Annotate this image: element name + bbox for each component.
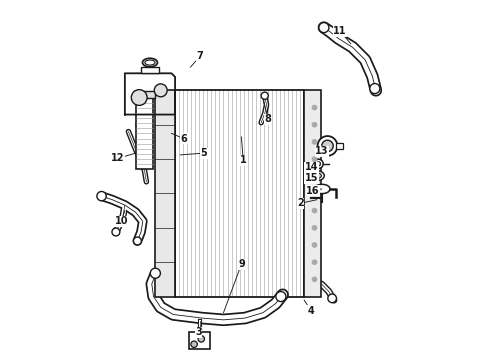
- Bar: [134, 91, 155, 98]
- Bar: [155, 90, 175, 297]
- Bar: [190, 332, 210, 349]
- Text: 14: 14: [305, 162, 318, 172]
- Circle shape: [97, 192, 106, 201]
- Circle shape: [312, 243, 317, 247]
- Ellipse shape: [318, 136, 337, 156]
- Circle shape: [191, 341, 197, 347]
- Ellipse shape: [145, 60, 155, 65]
- Text: 1: 1: [240, 155, 246, 165]
- Text: 8: 8: [265, 114, 272, 124]
- Circle shape: [154, 84, 167, 97]
- Text: 16: 16: [306, 186, 320, 196]
- Text: 4: 4: [308, 306, 315, 316]
- Ellipse shape: [314, 184, 330, 194]
- Circle shape: [312, 122, 317, 127]
- Circle shape: [312, 174, 317, 179]
- Circle shape: [276, 292, 286, 302]
- Circle shape: [312, 105, 317, 110]
- Circle shape: [150, 268, 160, 278]
- Polygon shape: [125, 73, 175, 114]
- Circle shape: [133, 237, 141, 245]
- Text: 13: 13: [316, 146, 329, 156]
- Circle shape: [198, 336, 204, 342]
- Circle shape: [112, 228, 120, 236]
- Circle shape: [312, 260, 317, 264]
- Circle shape: [370, 84, 380, 94]
- Circle shape: [312, 208, 317, 213]
- Bar: [337, 143, 343, 149]
- Text: 5: 5: [200, 148, 207, 158]
- Circle shape: [314, 159, 323, 168]
- Circle shape: [312, 226, 317, 230]
- Text: 10: 10: [115, 216, 128, 226]
- Text: 6: 6: [181, 134, 187, 144]
- Text: 3: 3: [195, 327, 202, 337]
- Circle shape: [317, 162, 320, 166]
- Ellipse shape: [322, 140, 333, 152]
- Circle shape: [312, 191, 317, 195]
- Text: 9: 9: [238, 259, 245, 269]
- Circle shape: [312, 140, 317, 144]
- Bar: [141, 67, 159, 73]
- Circle shape: [328, 294, 337, 303]
- Text: 15: 15: [305, 173, 318, 183]
- Ellipse shape: [309, 171, 324, 181]
- Ellipse shape: [312, 173, 321, 179]
- Ellipse shape: [143, 58, 157, 67]
- Text: 12: 12: [111, 153, 124, 163]
- Text: 2: 2: [297, 198, 304, 208]
- Circle shape: [131, 90, 147, 105]
- Polygon shape: [175, 90, 304, 297]
- Circle shape: [261, 92, 269, 99]
- Bar: [304, 90, 321, 297]
- Circle shape: [319, 23, 329, 33]
- Bar: [136, 98, 153, 169]
- Text: 11: 11: [333, 26, 347, 36]
- Circle shape: [312, 157, 317, 161]
- Text: 7: 7: [197, 51, 203, 61]
- Circle shape: [312, 277, 317, 282]
